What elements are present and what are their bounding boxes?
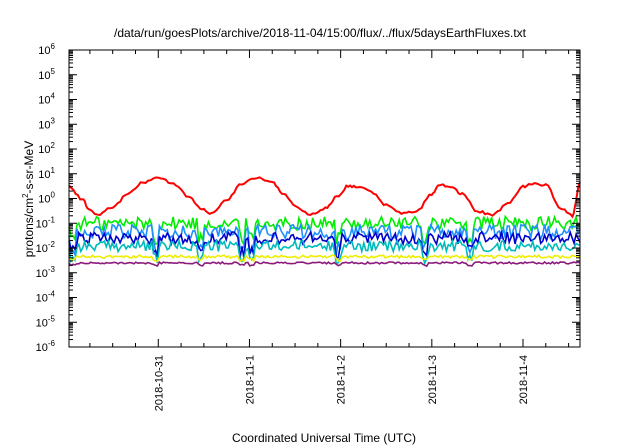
y-tick-label-base: 10 xyxy=(38,45,50,57)
y-tick-label-base: 10 xyxy=(36,317,48,329)
y-tick-label-exponent: -3 xyxy=(48,265,56,274)
x-axis-label: Coordinated Universal Time (UTC) xyxy=(232,431,416,445)
y-tick-label: 106 xyxy=(38,42,55,57)
y-tick-label: 101 xyxy=(38,166,55,181)
y-tick-label-base: 10 xyxy=(36,293,48,305)
y-tick-label-exponent: -1 xyxy=(48,215,56,224)
y-axis-label: protons/cm2-s-sr-MeV xyxy=(21,141,36,257)
y-tick-label-exponent: -2 xyxy=(48,240,56,249)
series-line-0 xyxy=(68,176,581,219)
y-tick-label: 103 xyxy=(38,116,55,131)
series-line-3 xyxy=(68,229,581,259)
y-tick-label-base: 10 xyxy=(38,144,50,156)
y-axis-label-suffix: -s-sr-MeV xyxy=(22,141,36,194)
x-tick-label: 2018-11-4 xyxy=(518,355,530,404)
y-tick-label-exponent: 2 xyxy=(51,141,56,150)
series-line-6 xyxy=(68,260,581,268)
x-tick-label: 2018-11-1 xyxy=(244,355,256,404)
y-tick-label-exponent: 1 xyxy=(51,166,56,175)
y-tick-label-exponent: -4 xyxy=(48,290,56,299)
series-line-5 xyxy=(68,253,581,263)
y-tick-label: 10-4 xyxy=(36,290,56,305)
series-layer xyxy=(68,176,581,268)
y-tick-label: 102 xyxy=(38,141,55,156)
y-tick-label: 10-6 xyxy=(36,339,56,354)
y-tick-label-base: 10 xyxy=(38,119,50,131)
y-tick-label-exponent: -5 xyxy=(48,314,56,323)
series-line-2 xyxy=(68,221,581,258)
y-tick-label: 10-3 xyxy=(36,265,56,280)
y-tick-label-base: 10 xyxy=(38,169,50,181)
y-tick-label-exponent: 3 xyxy=(51,116,56,125)
y-tick-label-base: 10 xyxy=(36,243,48,255)
x-tick-label: 2018-11-2 xyxy=(336,355,348,404)
y-tick-label: 10-5 xyxy=(36,314,56,329)
y-tick-label-base: 10 xyxy=(36,268,48,280)
series-line-4 xyxy=(68,237,581,266)
y-tick-label-base: 10 xyxy=(36,342,48,354)
y-tick-label-base: 10 xyxy=(36,218,48,230)
y-tick-label-exponent: 0 xyxy=(51,191,56,200)
y-tick-label-exponent: 6 xyxy=(51,42,56,51)
y-tick-label: 10-1 xyxy=(36,215,56,230)
y-tick-label: 100 xyxy=(38,191,55,206)
y-tick-label: 105 xyxy=(38,67,55,82)
x-tick-label: 2018-10-31 xyxy=(153,355,165,411)
y-tick-label: 10-2 xyxy=(36,240,56,255)
y-tick-label: 104 xyxy=(38,92,55,107)
x-tick-label: 2018-11-3 xyxy=(427,355,439,404)
y-axis-label-base: protons/cm xyxy=(22,198,36,257)
y-tick-label-exponent: -6 xyxy=(48,339,56,348)
y-tick-label-exponent: 5 xyxy=(51,67,56,76)
y-tick-label-base: 10 xyxy=(38,95,50,107)
plot-frame xyxy=(68,49,581,348)
y-tick-label-exponent: 4 xyxy=(51,92,56,101)
y-tick-label-base: 10 xyxy=(38,70,50,82)
axis-layer: 10-610-510-410-310-210-11001011021031041… xyxy=(36,42,580,411)
y-axis-label-superscript: 2 xyxy=(21,193,30,198)
chart-title: /data/run/goesPlots/archive/2018-11-04/1… xyxy=(114,26,527,40)
y-tick-label-base: 10 xyxy=(38,194,50,206)
